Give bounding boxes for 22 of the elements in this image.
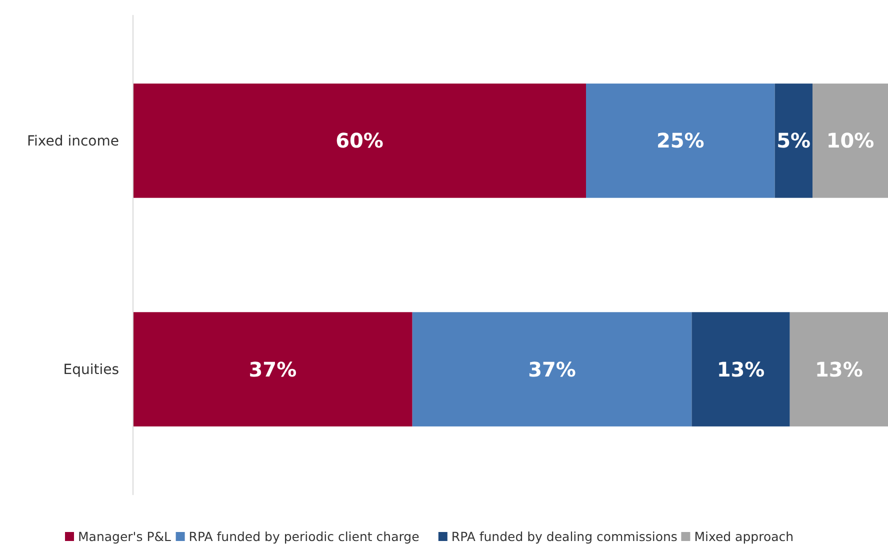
bar <box>692 312 790 426</box>
data-label: 13% <box>814 357 863 382</box>
legend-label: RPA funded by periodic client charge <box>188 529 420 544</box>
legend-label: Mixed approach <box>694 529 794 544</box>
data-label: 37% <box>248 357 297 382</box>
bar <box>790 312 888 426</box>
bar <box>586 84 775 198</box>
y-tick-label: Equities <box>63 362 119 378</box>
data-label: 5% <box>776 128 811 153</box>
bar <box>774 84 812 198</box>
legend-label: Manager's P&L <box>78 529 171 544</box>
data-label: 60% <box>336 128 384 153</box>
bar <box>133 312 412 426</box>
y-tick-label: Fixed income <box>26 134 119 150</box>
bar <box>412 312 692 426</box>
bar <box>812 84 888 198</box>
data-label: 25% <box>656 128 704 153</box>
data-label: 37% <box>528 357 576 382</box>
legend-label: RPA funded by dealing commissions <box>451 529 678 544</box>
data-label: 10% <box>826 128 874 153</box>
bar <box>133 84 586 198</box>
data-label: 13% <box>716 357 765 382</box>
